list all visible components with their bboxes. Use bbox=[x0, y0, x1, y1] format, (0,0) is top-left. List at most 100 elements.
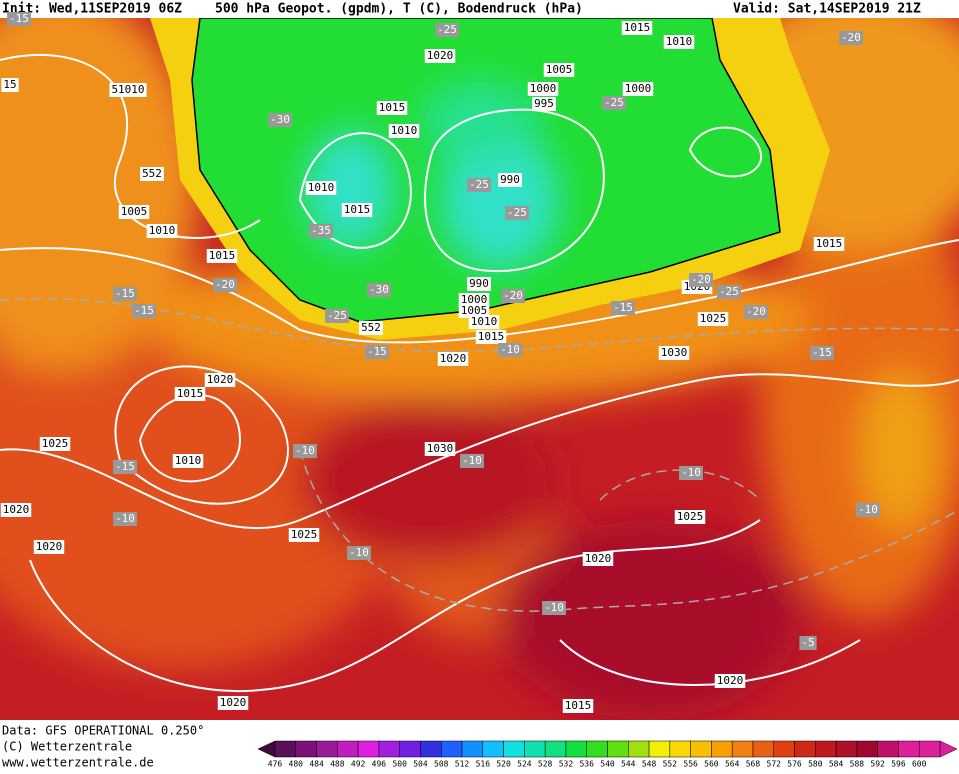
isobar-label: 1000 bbox=[622, 82, 654, 96]
temperature-label-box bbox=[460, 454, 484, 468]
temperature-label-box bbox=[293, 444, 317, 458]
isobar-label: 1020 bbox=[0, 503, 32, 517]
isobar-label: 1010 bbox=[468, 315, 500, 329]
temperature-label-text: -30 bbox=[270, 113, 290, 126]
temperature-label-box bbox=[268, 113, 292, 127]
isobar-label-text: 1020 bbox=[427, 49, 454, 62]
temperature-label: -15 bbox=[7, 12, 31, 26]
isobar-label: 1025 bbox=[674, 510, 706, 524]
colorbar-label: 480 bbox=[289, 760, 304, 769]
colorbar-label: 524 bbox=[517, 760, 532, 769]
colorbar-label: 516 bbox=[476, 760, 491, 769]
temperature-label-box bbox=[309, 224, 333, 238]
isobar-label: 1020 bbox=[582, 552, 614, 566]
isobar-label: 1010 bbox=[388, 124, 420, 138]
temperature-label-text: -30 bbox=[369, 283, 389, 296]
header-valid: Valid: Sat,14SEP2019 21Z bbox=[733, 2, 921, 17]
colorbar-label: 548 bbox=[642, 760, 657, 769]
temperature-label-box bbox=[498, 343, 522, 357]
isobar-label: 990 bbox=[467, 277, 491, 291]
colorbar: 476 480 484 488 492 496 500 504 508 512 516 520 524 5… bbox=[257, 740, 958, 769]
isobar-label: 1015 bbox=[376, 101, 408, 115]
isobar-label-box bbox=[204, 373, 236, 387]
temperature-label-text: -10 bbox=[462, 454, 482, 467]
isobar-label-box bbox=[172, 454, 204, 468]
isobar-label-text: 1000 bbox=[461, 293, 488, 306]
isobar-label-box bbox=[674, 510, 706, 524]
colorbar-cell bbox=[274, 740, 297, 758]
isobar-label: 1010 bbox=[663, 35, 695, 49]
isobar-label-text: 1010 bbox=[666, 35, 693, 48]
colorbar-label: 588 bbox=[850, 760, 865, 769]
colorbar-label: 500 bbox=[392, 760, 407, 769]
temperature-label-box bbox=[7, 12, 31, 26]
isobar-label-text: 1020 bbox=[36, 540, 63, 553]
temperature-label-text: -35 bbox=[311, 224, 331, 237]
isobar-label-box bbox=[468, 315, 500, 329]
isobar-label-box bbox=[498, 173, 522, 187]
colorbar-cell bbox=[378, 740, 400, 758]
isobar-label-box bbox=[206, 249, 238, 263]
temperature-label: -20 bbox=[689, 273, 713, 287]
isobar-label-text: 1015 bbox=[816, 237, 843, 250]
temperature-label-box bbox=[347, 546, 371, 560]
isobar-label: 1005 bbox=[543, 63, 575, 77]
isobar-label-box bbox=[0, 503, 32, 517]
temperature-label-text: -15 bbox=[115, 460, 135, 473]
temperature-label-text: -25 bbox=[507, 206, 527, 219]
isobar-label: 1015 bbox=[206, 249, 238, 263]
temperature-label-text: -15 bbox=[9, 12, 29, 25]
colorbar-label: 508 bbox=[434, 760, 449, 769]
colorbar-cell bbox=[441, 740, 463, 758]
isobar-label: 1015 bbox=[621, 21, 653, 35]
colorbar-cell bbox=[669, 740, 691, 758]
isobar-label-box bbox=[527, 82, 559, 96]
isobar-label-box bbox=[217, 696, 249, 710]
colorbar-cell bbox=[503, 740, 525, 758]
temperature-label-text: -15 bbox=[115, 287, 135, 300]
colorbar-label: 504 bbox=[413, 760, 428, 769]
isobar-label-box bbox=[39, 437, 71, 451]
isobar-label-box bbox=[109, 83, 147, 97]
temperature-label: -25 bbox=[435, 23, 459, 37]
temperature-label-box bbox=[679, 466, 703, 480]
footer-copyright: (C) Wetterzentrale bbox=[2, 740, 132, 754]
isobar-label-box bbox=[1, 78, 19, 92]
isobar-label-box bbox=[582, 552, 614, 566]
colorbar-cell bbox=[648, 740, 671, 758]
isobar-label: 1015 bbox=[813, 237, 845, 251]
isobar-label: 1025 bbox=[288, 528, 320, 542]
colorbar-label: 512 bbox=[455, 760, 470, 769]
isobar-label: 990 bbox=[498, 173, 522, 187]
temperature-label-text: -15 bbox=[613, 301, 633, 314]
temperature-label: -30 bbox=[268, 113, 292, 127]
isobar-label: 995 bbox=[532, 97, 556, 111]
temperature-label: -15 bbox=[113, 287, 137, 301]
temperature-label-box bbox=[325, 309, 349, 323]
colorbar-cell bbox=[482, 740, 504, 758]
colorbar-label: 560 bbox=[704, 760, 719, 769]
colorbar-label: 556 bbox=[683, 760, 698, 769]
colorbar-cell bbox=[628, 740, 650, 758]
colorbar-cell bbox=[399, 740, 421, 758]
isobar-label-text: 995 bbox=[534, 97, 554, 110]
isobar-label-box bbox=[562, 699, 594, 713]
temperature-label: -25 bbox=[325, 309, 349, 323]
temperature-label-text: -20 bbox=[841, 31, 861, 44]
colorbar-cell bbox=[461, 740, 484, 758]
isobar-label: 15 bbox=[1, 78, 19, 92]
temperature-label: -10 bbox=[498, 343, 522, 357]
isobar-label: 1015 bbox=[475, 330, 507, 344]
isobar-label-box bbox=[437, 352, 469, 366]
temperature-label: -25 bbox=[505, 206, 529, 220]
isobar-label-text: 1020 bbox=[717, 674, 744, 687]
isobar-label-text: 1015 bbox=[478, 330, 505, 343]
temperature-label: -10 bbox=[542, 601, 566, 615]
temperature-label: -10 bbox=[679, 466, 703, 480]
temperature-label-box bbox=[213, 278, 237, 292]
colorbar-cell bbox=[794, 740, 816, 758]
colorbar-cell bbox=[607, 740, 629, 758]
temperature-label: -20 bbox=[744, 305, 768, 319]
isobar-label-text: 1020 bbox=[207, 373, 234, 386]
isobar-label-text: 1025 bbox=[677, 510, 704, 523]
